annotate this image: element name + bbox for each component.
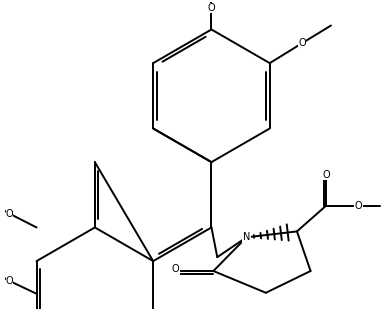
Text: O: O — [354, 201, 362, 211]
Text: O: O — [322, 170, 330, 180]
Text: O: O — [172, 264, 179, 274]
Text: O: O — [5, 276, 13, 286]
Text: O: O — [298, 38, 306, 48]
Text: O: O — [208, 3, 215, 13]
Text: N: N — [243, 232, 250, 242]
Text: O: O — [5, 209, 13, 219]
